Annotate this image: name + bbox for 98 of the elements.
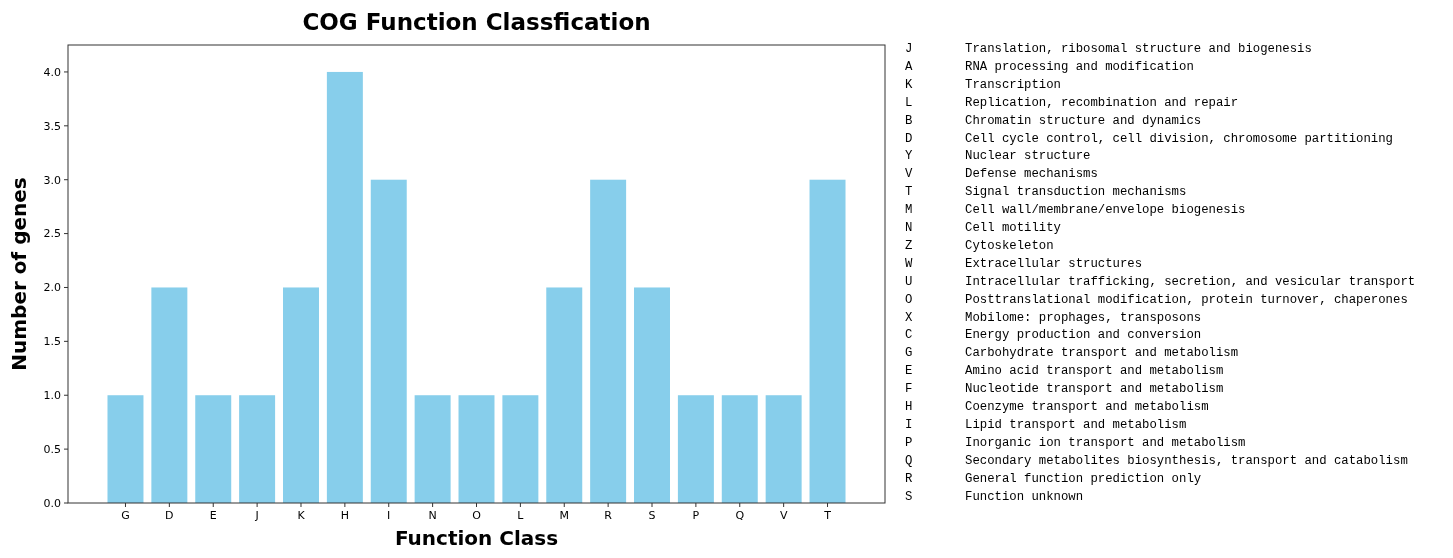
y-tick-label: 0.0 [43,496,61,510]
bar [239,395,276,503]
text: Q [905,453,913,468]
text: Signal transduction mechanisms [965,185,1187,200]
text: Cell cycle control, cell division, chromosome partitioning [965,131,1394,146]
chart-title: COG Function Classfication [302,9,651,35]
bar [326,71,363,503]
bar [677,395,714,503]
bar [590,179,627,503]
x-tick-label: V [779,509,788,522]
x-tick-label: N [428,509,437,522]
text: General function prediction only [965,471,1202,486]
text: C [905,328,913,343]
text: Secondary metabolites biosynthesis, transport and catabolism [965,453,1408,468]
text: N [905,221,913,235]
text: P [905,435,913,450]
text: I [905,417,913,432]
y-tick-label: 4.0 [43,65,61,79]
x-tick-label: K [297,509,306,522]
bar [809,179,846,503]
text: Replication, recombination and repair [965,95,1239,110]
bar [765,395,802,503]
text: Lipid transport and metabolism [965,417,1187,432]
text: R [905,471,913,486]
bar [370,179,407,503]
y-tick-label: 2.0 [43,281,61,295]
text: Nuclear structure [965,149,1091,164]
text: X [905,310,913,325]
x-tick-label: T [823,509,832,522]
bar [458,395,495,503]
text: M [905,203,913,218]
text: E [905,364,913,379]
bar [634,287,670,503]
x-tick-label: G [121,509,130,522]
text: Cell motility [965,221,1061,235]
text: Translation, ribosomal structure and biogenesis [965,42,1312,56]
y-axis-title: Number of genes [7,177,31,371]
text: Function unknown [965,489,1084,504]
text: Carbohydrate transport and metabolism [965,346,1239,361]
text: D [905,131,913,146]
x-tick-label: S [648,509,656,522]
y-tick-label: 1.5 [43,335,61,349]
text: J [905,42,913,56]
x-tick-label: I [387,509,391,522]
y-tick-label: 2.5 [43,227,61,241]
text: T [905,185,913,200]
text: Amino acid transport and metabolism [965,364,1224,379]
x-tick-label: H [340,509,350,522]
text: Cell wall/membrane/envelope biogenesis [965,203,1246,218]
text: Energy production and conversion [965,328,1202,343]
bar [195,395,232,503]
text: S [905,489,913,504]
text: Coenzyme transport and metabolism [965,400,1209,414]
bar [151,287,188,503]
x-axis-title: Function Class [394,526,559,550]
text: Mobilome: prophages, transposons [965,310,1202,325]
text: Cytoskeleton [965,238,1054,253]
x-tick-label: O [472,509,482,522]
x-tick-label: E [209,509,217,522]
text: V [905,167,913,182]
text: Z [905,238,913,253]
bar [107,395,144,503]
text: Intracellular trafficking, secretion, and vesicular transport [965,274,1416,289]
x-tick-label: D [165,509,174,522]
x-tick-label: P [692,509,700,522]
text: F [905,382,913,397]
text: Transcription [965,77,1061,92]
y-tick-label: 1.0 [43,389,61,403]
bar [721,395,758,503]
text: A [905,59,913,74]
bar [546,287,583,503]
bar [414,395,451,503]
text: G [905,346,913,361]
bar [502,395,539,503]
x-tick-label: R [604,509,613,522]
y-tick-label: 3.0 [43,173,61,187]
text: Chromatin structure and dynamics [965,113,1202,128]
text: Nucleotide transport and metabolism [965,382,1224,397]
text: B [905,113,913,128]
y-tick-label: 3.5 [43,119,61,133]
text: H [905,400,913,414]
y-tick-label: 0.5 [43,442,61,456]
text: Defense mechanisms [965,167,1098,182]
x-tick-label: Q [735,509,745,522]
text: K [905,77,913,92]
text: Extracellular structures [965,256,1143,271]
text: RNA processing and modification [965,59,1194,74]
x-tick-label: M [559,509,570,522]
text: Inorganic ion transport and metabolism [965,435,1246,450]
text: W [905,256,913,271]
x-tick-label: J [254,509,259,522]
bar [283,287,319,503]
x-tick-label: L [517,509,525,522]
text: Posttranslational modification, protein turnover, chaperones [965,292,1408,307]
text: U [905,274,913,289]
text: Y [905,149,913,164]
text: O [905,292,913,307]
text: L [905,95,913,110]
